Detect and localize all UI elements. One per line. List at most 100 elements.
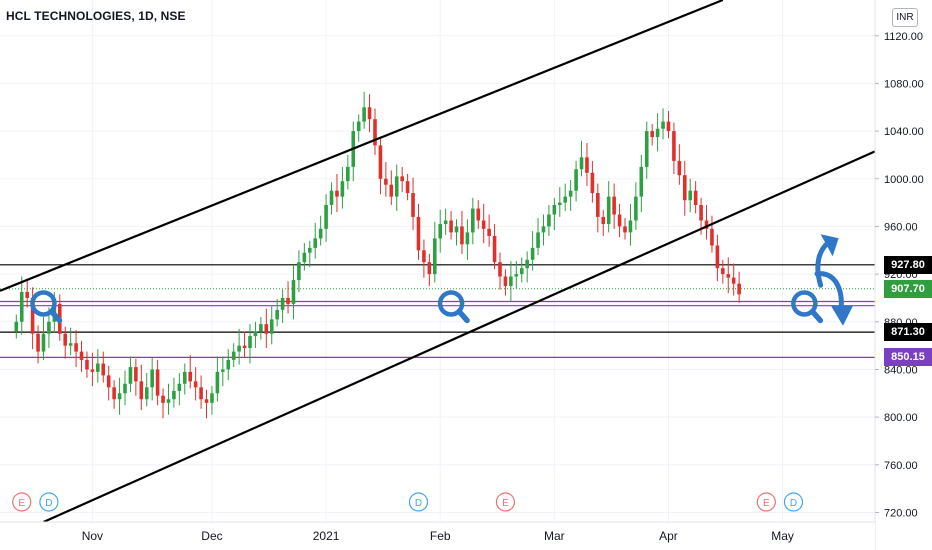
candle-body bbox=[36, 333, 40, 352]
y-tick-label: 840.00 bbox=[884, 364, 918, 376]
candle-body bbox=[30, 297, 35, 334]
magnifier-icon bbox=[437, 290, 465, 317]
candle-body bbox=[362, 107, 366, 122]
candle-body bbox=[329, 190, 334, 205]
channel-line bbox=[43, 150, 876, 524]
candle-body bbox=[242, 345, 247, 348]
candle-body bbox=[443, 220, 448, 225]
candle-body bbox=[79, 351, 84, 360]
candle-body bbox=[650, 131, 654, 138]
level-badge: 907.70 bbox=[884, 279, 932, 298]
candle-body bbox=[226, 359, 231, 370]
candle-body bbox=[14, 321, 19, 332]
y-tick-label: 1040.00 bbox=[884, 126, 924, 138]
candle-body bbox=[411, 193, 415, 217]
dividend-marker-label: D bbox=[415, 498, 422, 509]
candle-body bbox=[378, 145, 383, 179]
candle-body bbox=[123, 383, 127, 394]
price-axis[interactable]: 720.00760.00800.00840.00880.00920.00960.… bbox=[874, 0, 932, 550]
candle-body bbox=[182, 371, 187, 384]
x-tick-label: Nov bbox=[82, 529, 103, 543]
earnings-marker bbox=[12, 492, 32, 512]
candle-body bbox=[155, 369, 160, 396]
candle-body bbox=[612, 196, 616, 215]
candle-body bbox=[291, 280, 296, 304]
candle-body bbox=[471, 208, 475, 233]
level-badge: 850.15 bbox=[884, 348, 932, 367]
candle-body bbox=[188, 371, 193, 382]
candle-body bbox=[280, 297, 285, 310]
candle-body bbox=[346, 166, 350, 182]
candle-body bbox=[427, 262, 432, 275]
candle-body bbox=[422, 250, 426, 263]
y-tick-label: 760.00 bbox=[884, 460, 918, 472]
candle-body bbox=[128, 367, 133, 384]
candle-body bbox=[367, 107, 372, 120]
candle-body bbox=[193, 381, 198, 388]
candle-body bbox=[710, 228, 714, 246]
candle-body bbox=[585, 157, 589, 173]
candle-body bbox=[335, 190, 339, 197]
candle-body bbox=[530, 247, 535, 260]
magnifier-handle bbox=[48, 308, 63, 324]
candle-body bbox=[405, 181, 410, 194]
candle-body bbox=[307, 247, 312, 253]
time-axis[interactable]: Nov Dec 2021 Feb Mar Apr May bbox=[0, 521, 875, 550]
time-axis-bg bbox=[0, 522, 875, 550]
y-tick-label: 720.00 bbox=[884, 507, 918, 519]
candle-body bbox=[134, 367, 138, 382]
candle-body bbox=[324, 204, 328, 229]
candle-body bbox=[721, 268, 725, 275]
magnifier-handle bbox=[456, 308, 470, 324]
candle-body bbox=[248, 336, 252, 348]
y-tick-label: 1120.00 bbox=[884, 31, 923, 43]
dividend-marker bbox=[408, 492, 429, 512]
candle-body bbox=[617, 214, 622, 227]
candle-body bbox=[726, 274, 731, 278]
candle-body bbox=[373, 119, 377, 146]
candle-body bbox=[634, 196, 638, 221]
candle-body bbox=[606, 196, 611, 225]
arrow-up-icon bbox=[815, 239, 832, 288]
candle-body bbox=[547, 214, 551, 227]
candle-body bbox=[166, 399, 171, 403]
trend-channel bbox=[0, 0, 876, 524]
candle-body bbox=[19, 291, 24, 322]
dividend-marker-label: D bbox=[45, 498, 52, 509]
candle-body bbox=[150, 369, 154, 388]
earnings-marker bbox=[495, 492, 516, 512]
candle-body bbox=[318, 228, 323, 239]
candle-body bbox=[264, 324, 269, 334]
candle-body bbox=[237, 345, 241, 352]
candle-body bbox=[536, 232, 540, 248]
drawing-annotations bbox=[30, 234, 853, 326]
candle-body bbox=[117, 393, 122, 400]
candle-body bbox=[731, 277, 736, 284]
candle-body bbox=[449, 220, 453, 233]
candle-body bbox=[297, 262, 301, 281]
candle-body bbox=[661, 121, 665, 129]
earnings-marker-label: E bbox=[502, 498, 509, 509]
candle-body bbox=[563, 196, 568, 203]
candle-body bbox=[68, 343, 73, 346]
x-tick-label: Apr bbox=[659, 529, 678, 543]
candle-body bbox=[514, 274, 519, 277]
candle-body bbox=[693, 190, 698, 205]
candle-body bbox=[519, 268, 524, 275]
candle-body bbox=[541, 226, 546, 233]
x-tick-label: 2021 bbox=[313, 529, 340, 543]
candle-body bbox=[384, 178, 388, 185]
currency-button[interactable]: INR bbox=[892, 8, 918, 27]
arrow-up-head bbox=[820, 234, 839, 257]
candle-body bbox=[454, 226, 459, 233]
candle-body bbox=[389, 184, 394, 197]
candle-body bbox=[394, 176, 399, 197]
y-tick-label: 800.00 bbox=[884, 412, 918, 424]
price-axis-bg bbox=[875, 0, 932, 550]
candle-body bbox=[579, 157, 584, 170]
candle-body bbox=[416, 216, 421, 251]
x-tick-label: May bbox=[771, 529, 794, 543]
x-tick-label: Dec bbox=[201, 529, 222, 543]
candle-body bbox=[492, 235, 497, 263]
